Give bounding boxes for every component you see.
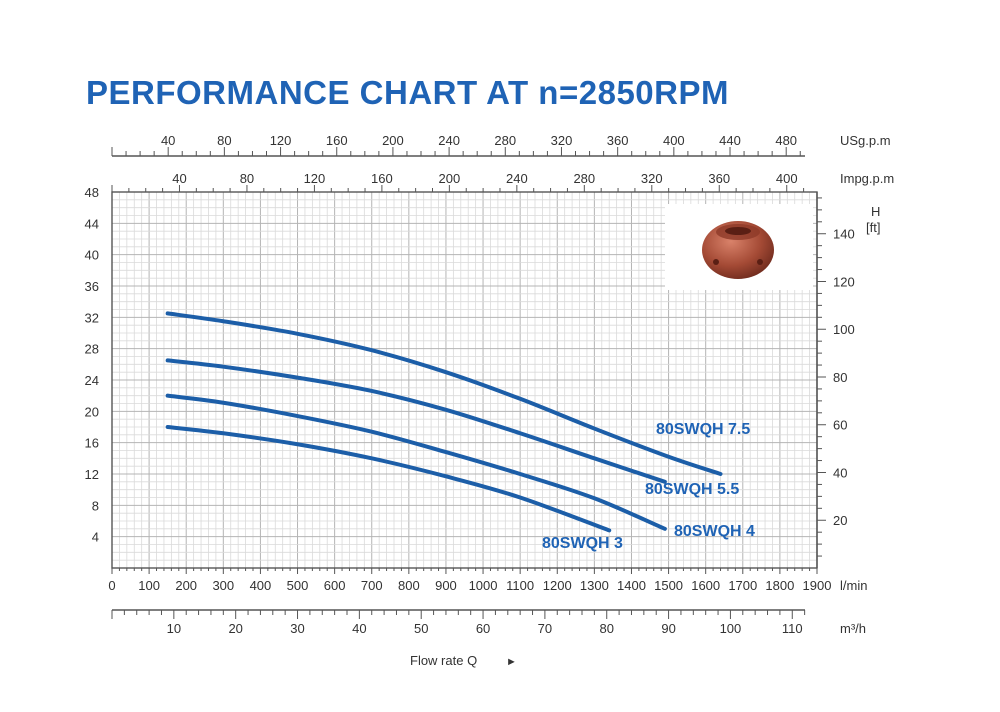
chart-title: PERFORMANCE CHART AT n=2850RPM (86, 74, 729, 111)
y-tick-label: 12 (85, 467, 99, 482)
impgpm-tick-label: 280 (573, 171, 595, 186)
y-tick-label: 44 (85, 216, 99, 231)
x-tick-label: 400 (250, 578, 272, 593)
series-line-3 (165, 425, 612, 533)
x-tick-label: 900 (435, 578, 457, 593)
series-label-2: 80SWQH 4 (674, 523, 755, 540)
x-tick-label: 1300 (580, 578, 609, 593)
x-tick-label: 1000 (469, 578, 498, 593)
x-tick-label: 1900 (803, 578, 832, 593)
impgpm-tick-label: 160 (371, 171, 393, 186)
x-tick-label: 1500 (654, 578, 683, 593)
x-tick-label: 1800 (765, 578, 794, 593)
ft-tick-label: 40 (833, 465, 847, 480)
ft-axis-unit-ft: [ft] (866, 220, 880, 235)
y-tick-label: 48 (85, 185, 99, 200)
ft-tick-label: 20 (833, 513, 847, 528)
flow-rate-label: Flow rate Q (410, 653, 477, 668)
usgpm-tick-label: 240 (438, 133, 460, 148)
x-tick-label: 200 (175, 578, 197, 593)
usgpm-tick-label: 120 (270, 133, 292, 148)
usgpm-tick-label: 200 (382, 133, 404, 148)
ft-tick-label: 60 (833, 418, 847, 433)
y-tick-label: 32 (85, 310, 99, 325)
usgpm-tick-label: 280 (494, 133, 516, 148)
impgpm-tick-label: 200 (439, 171, 461, 186)
usgpm-tick-label: 160 (326, 133, 348, 148)
y-tick-label: 4 (92, 530, 99, 545)
ft-tick-label: 100 (833, 322, 855, 337)
m3h-tick-label: 10 (167, 621, 181, 636)
m3h-tick-label: 50 (414, 621, 428, 636)
pump-photo (665, 204, 813, 290)
x-tick-label: 1700 (728, 578, 757, 593)
ft-axis-unit-h: H (871, 204, 880, 219)
flow-rate-arrow-icon: ► (506, 656, 517, 668)
x-tick-label: 100 (138, 578, 160, 593)
usgpm-tick-label: 80 (217, 133, 231, 148)
y-tick-label: 28 (85, 342, 99, 357)
y-tick-label: 24 (85, 373, 99, 388)
series-label-3: 80SWQH 3 (542, 535, 623, 552)
m3h-tick-label: 110 (782, 621, 803, 636)
impgpm-tick-label: 240 (506, 171, 528, 186)
x-tick-label: 500 (287, 578, 309, 593)
m3h-tick-label: 30 (290, 621, 304, 636)
ft-tick-label: 140 (833, 227, 855, 242)
x-tick-label: 0 (108, 578, 115, 593)
x-axis-unit: l/min (840, 578, 867, 593)
impgpm-tick-label: 320 (641, 171, 663, 186)
x-tick-label: 600 (324, 578, 346, 593)
ft-tick-label: 120 (833, 274, 855, 289)
series-line-1 (165, 358, 667, 484)
pump-bolt (757, 259, 763, 265)
x-tick-label: 700 (361, 578, 383, 593)
pump-bolt (713, 259, 719, 265)
m3h-tick-label: 20 (228, 621, 242, 636)
usgpm-tick-label: 400 (663, 133, 685, 148)
m3h-tick-label: 60 (476, 621, 490, 636)
series-line-0 (165, 311, 723, 476)
usgpm-tick-label: 360 (607, 133, 629, 148)
y-tick-label: 36 (85, 279, 99, 294)
x-tick-label: 300 (212, 578, 234, 593)
m3h-tick-label: 70 (538, 621, 552, 636)
y-tick-label: 40 (85, 248, 99, 263)
usgpm-unit: USg.p.m (840, 133, 891, 148)
m3h-tick-label: 80 (600, 621, 614, 636)
x-tick-label: 1400 (617, 578, 646, 593)
x-tick-label: 1200 (543, 578, 572, 593)
ft-tick-label: 80 (833, 370, 847, 385)
y-tick-label: 20 (85, 404, 99, 419)
series-label-1: 80SWQH 5.5 (645, 481, 739, 498)
usgpm-tick-label: 40 (161, 133, 175, 148)
m3h-tick-label: 90 (661, 621, 675, 636)
y-tick-label: 16 (85, 436, 99, 451)
impgpm-tick-label: 80 (240, 171, 254, 186)
m3h-unit: m³/h (840, 621, 866, 636)
series-line-2 (165, 393, 667, 531)
y-tick-label: 8 (92, 498, 99, 513)
impgpm-tick-label: 40 (172, 171, 186, 186)
impgpm-unit: Impg.p.m (840, 171, 894, 186)
usgpm-tick-label: 320 (551, 133, 573, 148)
impgpm-tick-label: 120 (304, 171, 326, 186)
impgpm-tick-label: 360 (708, 171, 730, 186)
x-tick-label: 1100 (506, 578, 534, 593)
impgpm-tick-label: 400 (776, 171, 798, 186)
x-tick-label: 800 (398, 578, 420, 593)
m3h-tick-label: 40 (352, 621, 366, 636)
usgpm-tick-label: 440 (719, 133, 741, 148)
pump-inlet-hole (725, 227, 751, 235)
usgpm-tick-label: 480 (775, 133, 797, 148)
x-tick-label: 1600 (691, 578, 720, 593)
m3h-tick-label: 100 (720, 621, 742, 636)
series-label-0: 80SWQH 7.5 (656, 421, 750, 438)
